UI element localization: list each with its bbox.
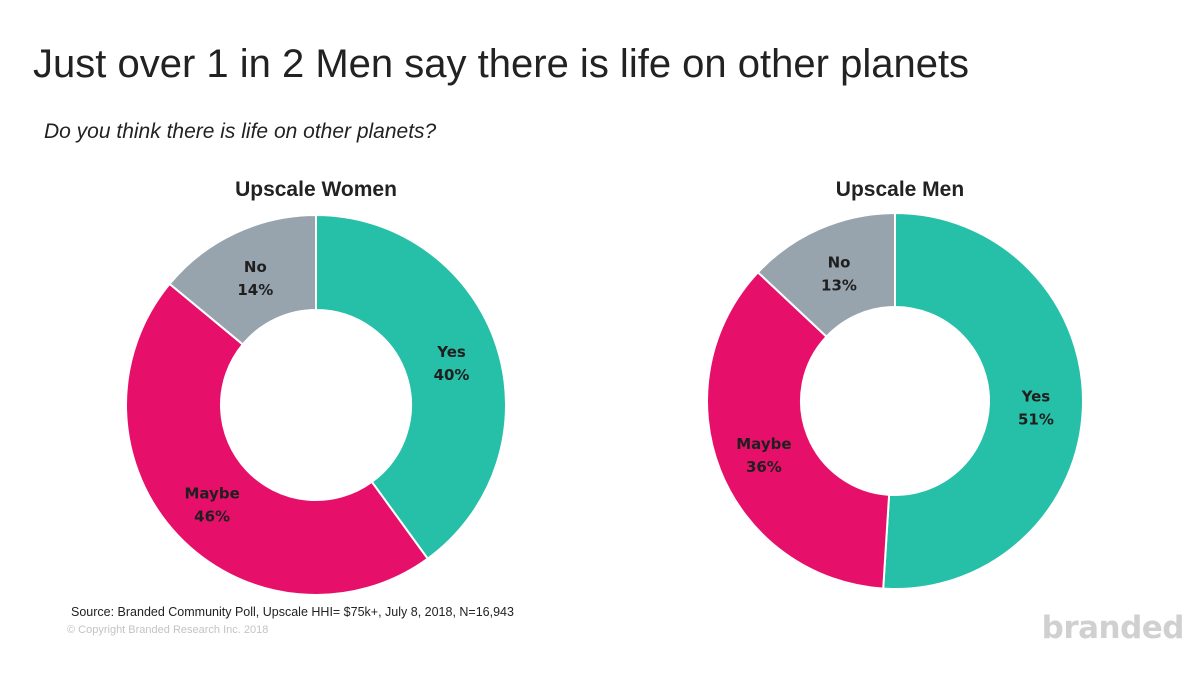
slice-yes <box>315 213 507 561</box>
source-note: Source: Branded Community Poll, Upscale … <box>71 605 514 619</box>
slice-label-maybe: Maybe 36% <box>736 435 791 476</box>
question-subtitle: Do you think there is life on other plan… <box>44 120 437 143</box>
women-chart-title: Upscale Women <box>235 178 397 201</box>
slice-label-yes: Yes 51% <box>1018 387 1054 428</box>
slice-maybe <box>706 270 891 590</box>
slice-maybe <box>125 282 430 596</box>
men-chart-title: Upscale Men <box>835 178 965 201</box>
slice-no <box>756 211 896 339</box>
slice-label-no: No 14% <box>237 258 273 299</box>
slice-no <box>168 213 317 346</box>
branded-logo: branded <box>1041 610 1185 646</box>
slice-label-maybe: Maybe 46% <box>184 485 239 526</box>
slice-yes <box>882 211 1084 590</box>
women-donut-chart: Yes 40% Maybe 46% No 14% <box>125 213 507 596</box>
slice-label-yes: Yes 40% <box>434 343 470 384</box>
men-donut-chart: Yes 51% Maybe 36% No 13% <box>706 211 1084 590</box>
copyright-note: © Copyright Branded Research Inc. 2018 <box>67 624 269 636</box>
slice-label-no: No 13% <box>821 254 857 295</box>
page-title: Just over 1 in 2 Men say there is life o… <box>33 42 970 86</box>
